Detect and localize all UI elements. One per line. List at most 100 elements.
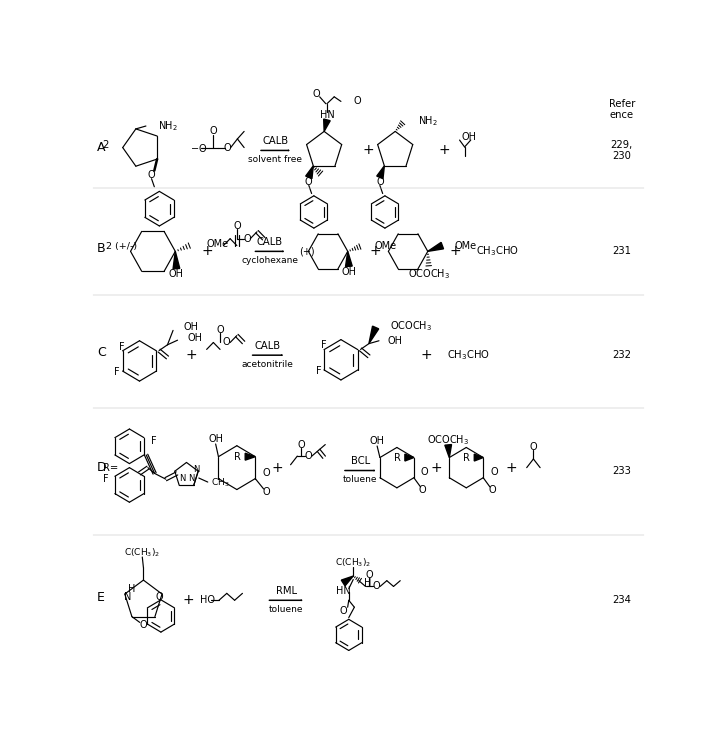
Text: O: O <box>313 89 320 99</box>
Text: O: O <box>148 170 155 181</box>
Polygon shape <box>427 243 443 252</box>
Text: +: + <box>185 348 197 363</box>
Text: +: + <box>183 593 194 607</box>
Text: OCOCH$_3$: OCOCH$_3$ <box>390 319 432 333</box>
Text: O: O <box>305 451 313 461</box>
Text: CALB: CALB <box>255 341 281 351</box>
Text: 231: 231 <box>612 246 631 256</box>
Text: O: O <box>156 592 163 602</box>
Text: O: O <box>233 221 240 231</box>
Text: O: O <box>421 467 429 477</box>
Text: O: O <box>353 97 361 106</box>
Text: B: B <box>97 242 105 255</box>
Text: acetonitrile: acetonitrile <box>242 360 294 369</box>
Text: 233: 233 <box>612 466 631 476</box>
Text: O: O <box>305 177 313 187</box>
Text: CH$_3$: CH$_3$ <box>211 477 230 489</box>
Text: +: + <box>505 461 517 475</box>
Text: H: H <box>365 578 372 588</box>
Text: Refer
ence: Refer ence <box>609 99 635 120</box>
Text: +: + <box>420 348 432 363</box>
Text: CH$_3$CHO: CH$_3$CHO <box>477 244 519 258</box>
Text: OCOCH$_3$: OCOCH$_3$ <box>427 434 469 447</box>
Text: N: N <box>123 592 131 602</box>
Text: +: + <box>272 461 284 475</box>
Text: OCOCH$_3$: OCOCH$_3$ <box>408 267 450 282</box>
Text: $-$O: $-$O <box>190 142 207 154</box>
Text: O: O <box>223 338 230 348</box>
Text: NH$_2$: NH$_2$ <box>158 119 178 133</box>
Text: CALB: CALB <box>257 237 283 247</box>
Text: H: H <box>128 584 135 595</box>
Text: N: N <box>188 473 194 482</box>
Text: OMe: OMe <box>455 240 477 251</box>
Text: OH: OH <box>169 270 184 279</box>
Text: N: N <box>179 473 186 482</box>
Text: CALB: CALB <box>262 136 289 146</box>
Text: O: O <box>263 488 270 497</box>
Text: O: O <box>419 485 427 495</box>
Text: O: O <box>365 570 373 580</box>
Text: HN: HN <box>320 110 334 121</box>
Text: R=: R= <box>103 463 118 473</box>
Text: A: A <box>97 141 105 154</box>
Polygon shape <box>405 454 414 461</box>
Text: OH: OH <box>188 333 203 344</box>
Text: O: O <box>339 606 347 616</box>
Polygon shape <box>342 576 353 586</box>
Text: O: O <box>263 468 270 479</box>
Text: N: N <box>193 465 200 474</box>
Text: OH: OH <box>388 336 403 346</box>
Text: RML: RML <box>276 586 297 596</box>
Polygon shape <box>369 326 379 344</box>
Text: C(CH$_3$)$_2$: C(CH$_3$)$_2$ <box>335 557 371 569</box>
Text: +: + <box>202 244 214 258</box>
Text: E: E <box>97 591 105 604</box>
Text: O: O <box>217 325 224 335</box>
Text: toluene: toluene <box>343 476 378 485</box>
Text: OH: OH <box>208 434 223 444</box>
Text: O: O <box>139 620 147 630</box>
Text: OH: OH <box>370 437 385 446</box>
Text: O: O <box>530 442 537 452</box>
Text: O: O <box>376 177 383 187</box>
Text: R: R <box>234 452 240 461</box>
Polygon shape <box>305 166 313 179</box>
Polygon shape <box>173 252 180 269</box>
Text: O: O <box>224 142 231 153</box>
Text: D: D <box>97 461 107 474</box>
Text: OMe: OMe <box>206 240 228 249</box>
Text: CH$_3$CHO: CH$_3$CHO <box>447 348 490 362</box>
Text: NH$_2$: NH$_2$ <box>417 114 438 128</box>
Text: OH: OH <box>342 267 357 277</box>
Text: +: + <box>370 244 381 258</box>
Text: C(CH$_3$)$_2$: C(CH$_3$)$_2$ <box>124 546 160 559</box>
Text: O: O <box>297 440 305 449</box>
Text: HO: HO <box>201 595 215 605</box>
Text: 2 (+/-): 2 (+/-) <box>106 242 137 251</box>
Text: 2: 2 <box>103 139 109 150</box>
Text: 229,
230: 229, 230 <box>611 139 633 161</box>
Text: solvent free: solvent free <box>248 155 303 164</box>
Text: +: + <box>439 144 451 157</box>
Text: O: O <box>488 485 496 495</box>
Text: F: F <box>321 340 326 351</box>
Polygon shape <box>377 166 384 179</box>
Text: OH: OH <box>462 132 477 142</box>
Polygon shape <box>346 252 352 267</box>
Text: R: R <box>463 452 470 463</box>
Text: OMe: OMe <box>375 240 396 251</box>
Text: O: O <box>209 127 217 136</box>
Text: F: F <box>316 366 321 376</box>
Text: O: O <box>243 234 251 243</box>
Polygon shape <box>445 445 451 458</box>
Text: BCL: BCL <box>351 456 370 467</box>
Text: F: F <box>103 474 108 484</box>
Text: C: C <box>97 346 105 359</box>
Text: (+): (+) <box>299 246 315 256</box>
Text: +: + <box>430 461 442 475</box>
Text: R: R <box>393 452 401 463</box>
Text: 234: 234 <box>612 595 631 605</box>
Polygon shape <box>323 119 330 131</box>
Text: F: F <box>119 342 125 351</box>
